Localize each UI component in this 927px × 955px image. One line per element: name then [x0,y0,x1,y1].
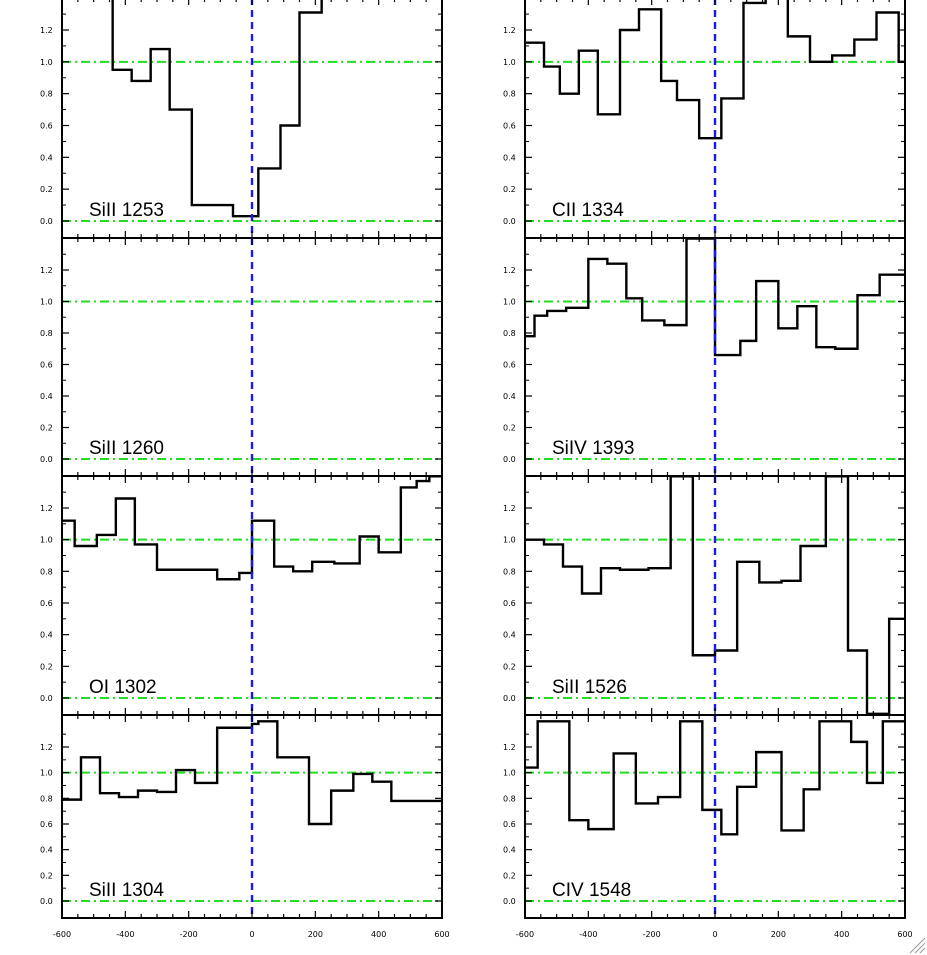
y-tick-label: 0.0 [503,897,516,906]
spectrum-line [62,476,442,581]
panel-siii-1253: 0.0 0.2 0.4 0.6 0.8 1.0 1.2 SiII 1253 [40,0,443,239]
x-tick-label: 0 [249,930,254,939]
y-tick-label: 1.0 [40,536,53,545]
y-tick-label: 0.0 [40,897,53,906]
y-tick-label: 0.2 [503,662,516,671]
y-tick-label: 0.0 [503,694,516,703]
y-tick-label: 1.2 [503,266,516,275]
y-tick-label: 0.6 [503,122,516,131]
y-tick-label: 0.6 [40,122,53,131]
panel-civ-1548: 0.0 0.2 0.4 0.6 0.8 1.0 1.2 CIV 1548 [503,714,906,919]
y-tick-label: 0.0 [503,217,516,226]
y-tick-label: 1.0 [503,298,516,307]
y-tick-label: 1.0 [40,298,53,307]
y-tick-label: 0.0 [503,455,516,464]
x-tick-label: 0 [712,930,717,939]
y-tick-label: 0.0 [40,694,53,703]
x-tick-label: -600 [53,930,71,939]
spectrum-line [525,0,905,140]
y-tick-label: 1.2 [40,743,53,752]
ion-label: CII 1334 [552,200,624,221]
x-tick-label: -400 [579,930,597,939]
panel-siiv-1393: 0.0 0.2 0.4 0.6 0.8 1.0 1.2 SiIV 1393 [503,237,906,477]
y-tick-label: 1.0 [503,58,516,67]
y-tick-label: 1.0 [503,536,516,545]
velocity-axis-ticks: -600 -400 -200 0 200 400 600 -600 -400 -200 0 200 40… [53,930,913,939]
y-tick-label: 0.2 [503,424,516,433]
y-tick-label: 1.2 [40,26,53,35]
y-tick-label: 0.4 [503,846,516,855]
y-tick-label: 0.6 [503,599,516,608]
y-tick-label: 0.6 [40,820,53,829]
y-tick-label: 0.4 [503,631,516,640]
spectrum-line [525,720,905,836]
y-tick-label: 0.8 [503,794,516,803]
panel-cii-1334: 0.0 0.2 0.4 0.6 0.8 1.0 1.2 CII 1334 [503,0,906,239]
y-tick-label: 0.2 [40,424,53,433]
panel-siii-1526: 0.0 0.2 0.4 0.6 0.8 1.0 1.2 SiII 1526 [503,475,906,716]
spectrum-line [111,0,323,218]
y-tick-label: 1.0 [503,769,516,778]
y-tick-label: 1.2 [503,504,516,513]
x-tick-label: 600 [434,930,449,939]
y-tick-label: 1.2 [503,743,516,752]
y-tick-label: 0.8 [40,329,53,338]
y-tick-label: 0.8 [503,567,516,576]
x-tick-label: -200 [180,930,198,939]
y-tick-label: 0.8 [503,90,516,99]
ion-label: SiII 1253 [89,200,164,221]
y-tick-label: 0.0 [40,217,53,226]
y-tick-label: 1.0 [40,58,53,67]
y-tick-label: 0.4 [40,631,53,640]
y-tick-label: 1.2 [40,266,53,275]
x-tick-label: -200 [643,930,661,939]
y-tick-label: 0.2 [503,185,516,194]
resize-grip-icon[interactable] [909,937,926,954]
x-tick-label: -600 [516,930,534,939]
ion-label: SiIV 1393 [552,438,634,459]
y-tick-label: 0.0 [40,455,53,464]
y-tick-label: 0.6 [40,599,53,608]
x-tick-label: 400 [371,930,386,939]
x-tick-label: -400 [116,930,134,939]
ion-label: OI 1302 [89,677,157,698]
y-tick-label: 1.0 [40,769,53,778]
x-tick-label: 200 [771,930,786,939]
y-tick-label: 0.4 [503,153,516,162]
y-tick-label: 1.2 [40,504,53,513]
panel-oi-1302: 0.0 0.2 0.4 0.6 0.8 1.0 1.2 OI 1302 [40,475,443,716]
y-tick-label: 0.2 [503,871,516,880]
ion-label: SiII 1526 [552,677,627,698]
panel-siii-1260: 0.0 0.2 0.4 0.6 0.8 1.0 1.2 SiII 1260 [40,237,443,477]
y-tick-label: 0.2 [40,662,53,671]
panel-siii-1304: 0.0 0.2 0.4 0.6 0.8 1.0 1.2 SiII 1304 [40,714,443,919]
y-tick-label: 0.8 [40,567,53,576]
y-tick-label: 1.2 [503,26,516,35]
x-tick-label: 200 [308,930,323,939]
y-tick-label: 0.4 [40,153,53,162]
y-tick-label: 0.6 [40,361,53,370]
y-tick-label: 0.4 [40,846,53,855]
y-tick-label: 0.2 [40,185,53,194]
y-tick-label: 0.8 [40,90,53,99]
y-tick-label: 0.4 [503,392,516,401]
y-tick-label: 0.8 [503,329,516,338]
y-tick-label: 0.6 [503,361,516,370]
x-tick-label: 600 [897,930,912,939]
ion-label: SiII 1260 [89,438,164,459]
ion-label: SiII 1304 [89,880,164,901]
x-tick-label: 400 [834,930,849,939]
y-tick-label: 0.2 [40,871,53,880]
y-tick-label: 0.8 [40,794,53,803]
y-tick-label: 0.4 [40,392,53,401]
ion-label: CIV 1548 [552,880,631,901]
y-tick-label: 0.6 [503,820,516,829]
